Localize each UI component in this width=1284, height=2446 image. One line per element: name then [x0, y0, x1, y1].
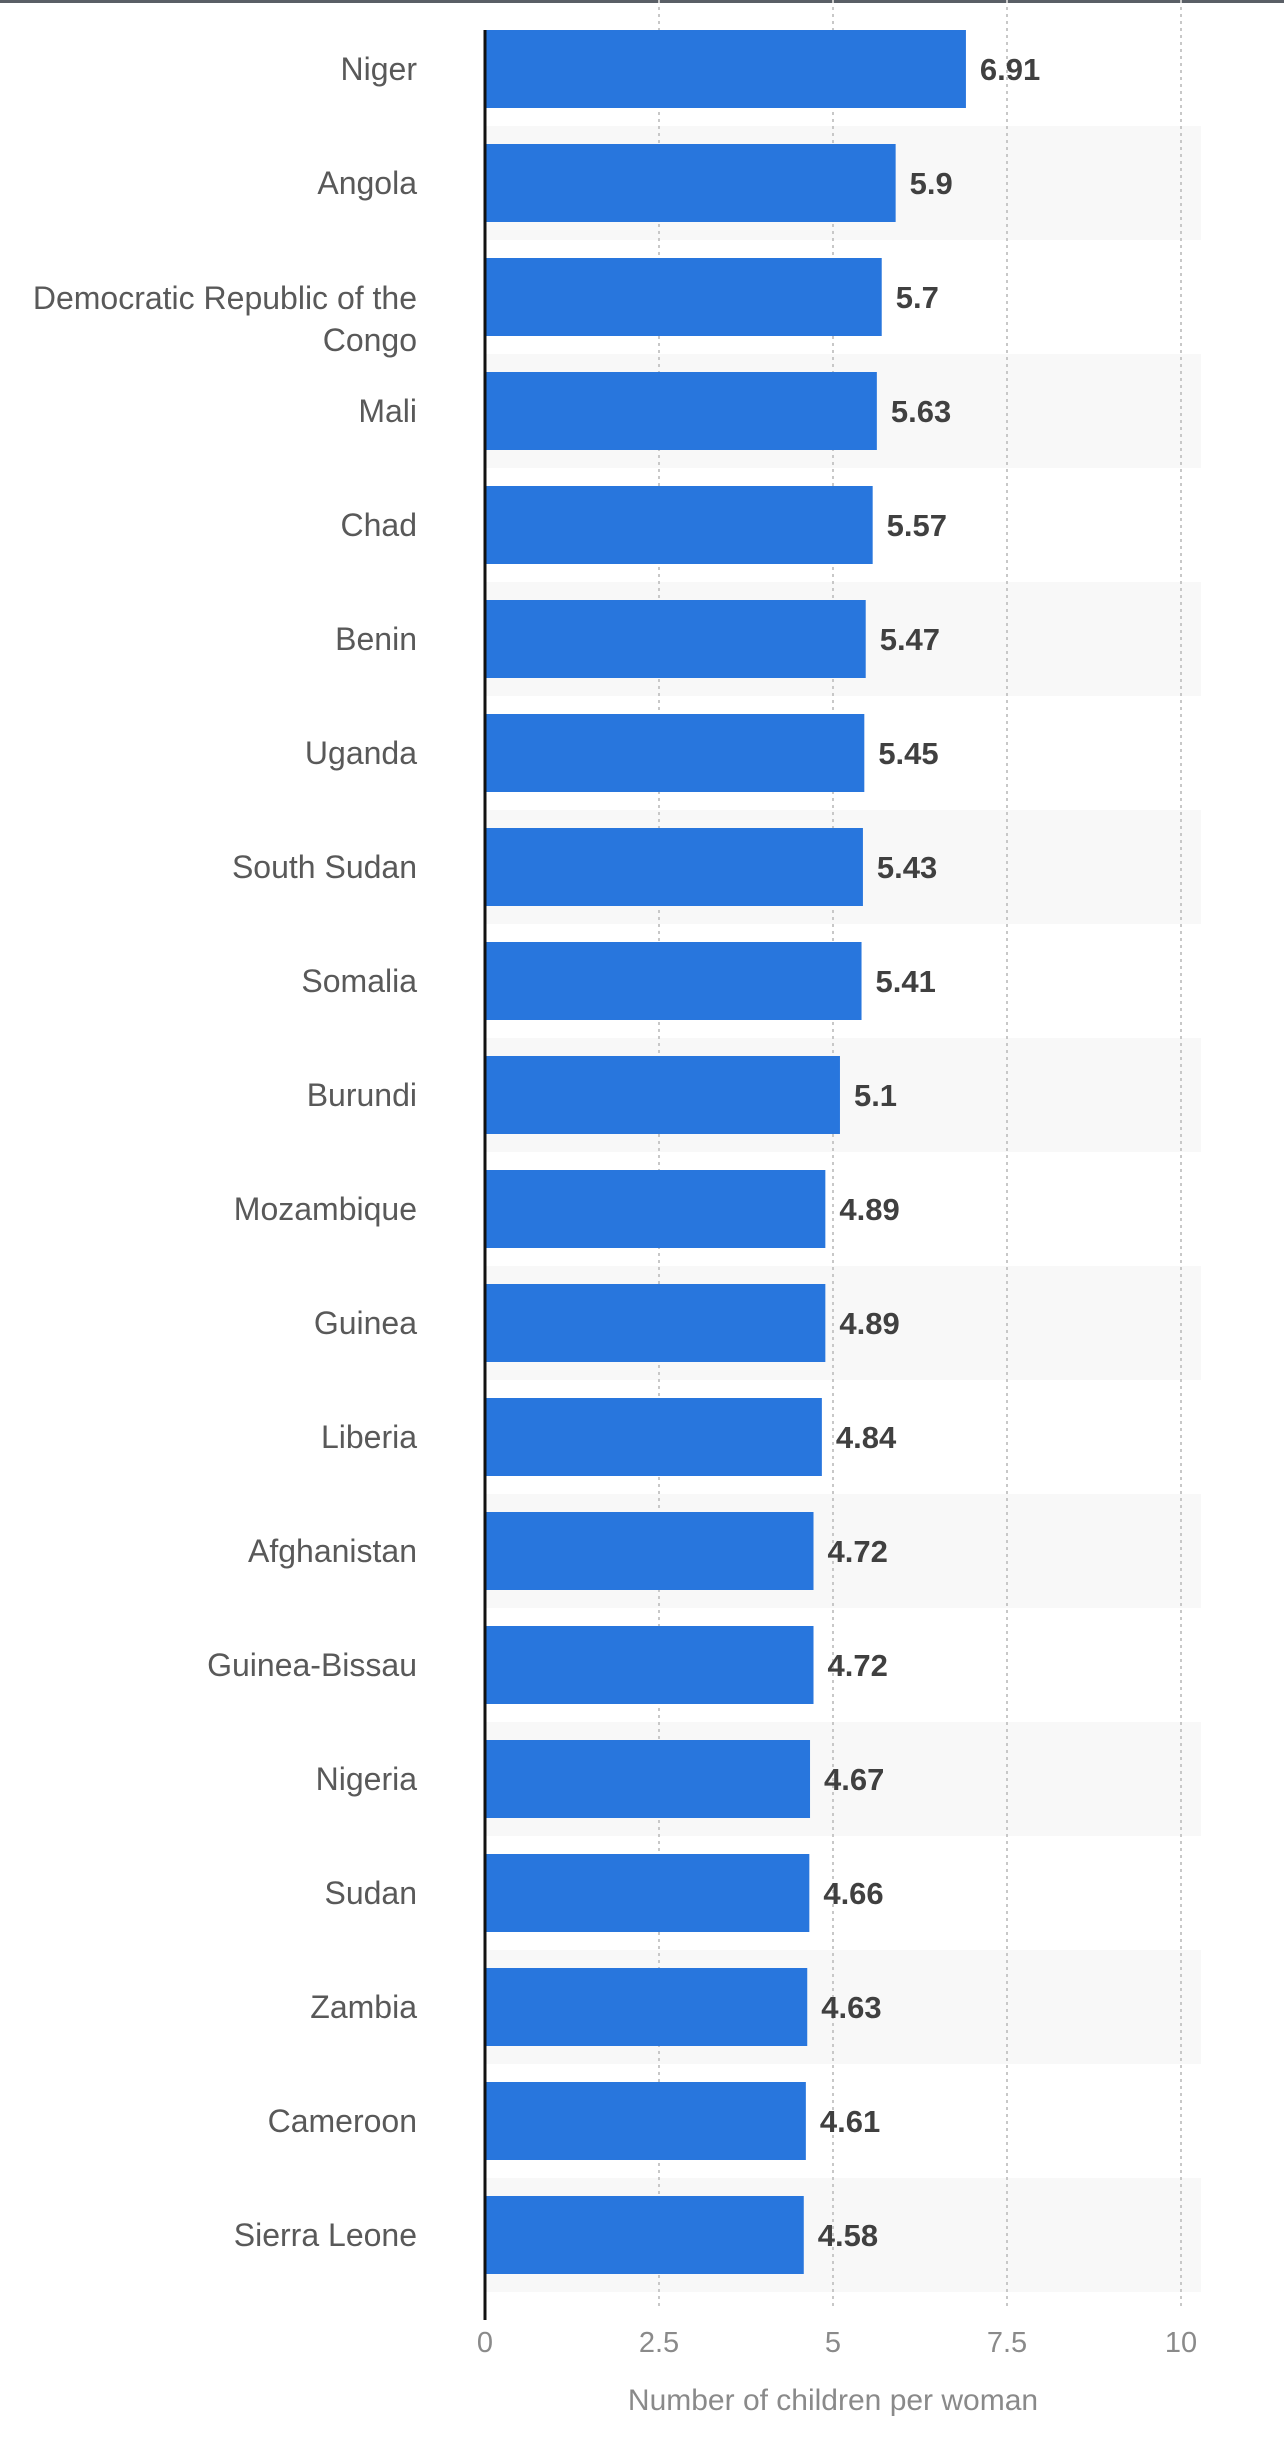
- bar: [485, 1968, 808, 2046]
- category-label: South Sudan: [232, 849, 417, 885]
- bar: [485, 144, 896, 222]
- x-tick-label: 5: [825, 2327, 841, 2359]
- category-label: Somalia: [301, 963, 417, 999]
- bar: [485, 600, 866, 678]
- category-label: Mozambique: [234, 1191, 417, 1227]
- category-label: Guinea: [314, 1305, 417, 1341]
- category-label: Uganda: [305, 735, 417, 771]
- bar: [485, 1170, 826, 1248]
- x-tick-label: 10: [1165, 2327, 1197, 2359]
- category-label: Sierra Leone: [234, 2217, 417, 2253]
- value-label: 5.63: [891, 394, 951, 429]
- value-label: 4.58: [818, 2218, 878, 2253]
- value-label: 6.91: [980, 52, 1040, 87]
- value-label: 4.72: [828, 1648, 888, 1683]
- bar: [485, 30, 966, 108]
- category-label: Mali: [358, 393, 417, 429]
- category-label: Liberia: [321, 1419, 417, 1455]
- bar: [485, 2196, 804, 2274]
- category-label: Zambia: [310, 1989, 417, 2025]
- value-label: 5.7: [896, 280, 939, 315]
- value-label: 4.67: [824, 1762, 884, 1797]
- bar: [485, 1512, 814, 1590]
- value-label: 5.47: [880, 622, 940, 657]
- value-label: 5.1: [854, 1078, 897, 1113]
- value-label: 5.57: [887, 508, 947, 543]
- x-tick-label: 0: [477, 2327, 493, 2359]
- category-label: Nigeria: [316, 1761, 418, 1797]
- value-label: 5.45: [878, 736, 938, 771]
- bar: [485, 828, 863, 906]
- x-tick-label: 7.5: [987, 2327, 1027, 2359]
- bar: [485, 714, 865, 792]
- value-label: 4.84: [836, 1420, 897, 1455]
- value-label: 5.41: [876, 964, 936, 999]
- value-label: 4.72: [828, 1534, 888, 1569]
- category-label: Burundi: [307, 1077, 417, 1113]
- x-tick-label: 2.5: [639, 2327, 679, 2359]
- category-label: Cameroon: [268, 2103, 417, 2139]
- value-label: 5.9: [910, 166, 953, 201]
- category-label: Angola: [317, 165, 417, 201]
- category-label: Niger: [341, 51, 418, 87]
- value-label: 4.89: [839, 1192, 899, 1227]
- bar: [485, 258, 882, 336]
- value-label: 4.61: [820, 2104, 880, 2139]
- value-label: 4.63: [821, 1990, 881, 2025]
- value-label: 4.66: [823, 1876, 883, 1911]
- value-label: 4.89: [839, 1306, 899, 1341]
- bar: [485, 1398, 822, 1476]
- category-label: Democratic Republic of the Congo: [33, 280, 417, 358]
- category-label: Sudan: [324, 1875, 417, 1911]
- category-label: Guinea-Bissau: [207, 1647, 417, 1683]
- bar: [485, 942, 862, 1020]
- category-label: Afghanistan: [248, 1533, 417, 1569]
- bar: [485, 1056, 840, 1134]
- bar: [485, 1854, 810, 1932]
- category-label: Chad: [341, 507, 418, 543]
- bar: [485, 1740, 811, 1818]
- bar: [485, 1626, 814, 1704]
- bar: [485, 372, 877, 450]
- bar: [485, 486, 873, 564]
- x-axis-title: Number of children per woman: [628, 2384, 1038, 2417]
- bar: [485, 2082, 806, 2160]
- value-label: 5.43: [877, 850, 937, 885]
- top-border: [0, 0, 1284, 3]
- category-label: Benin: [335, 621, 417, 657]
- bar: [485, 1284, 826, 1362]
